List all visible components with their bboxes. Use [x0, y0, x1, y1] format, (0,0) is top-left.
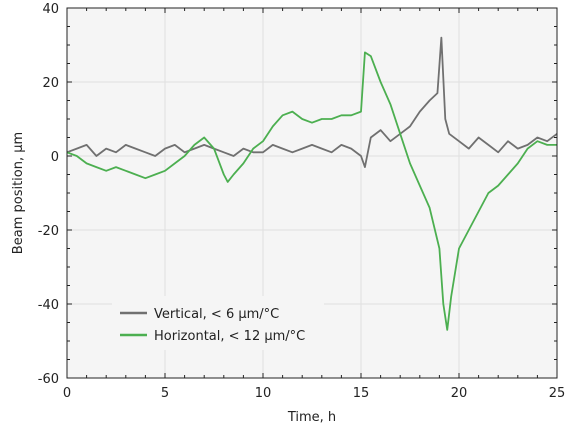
y-tick-label: 0: [51, 150, 59, 165]
series-vertical-line: [66, 36, 558, 168]
y-tick-label: -20: [38, 224, 59, 239]
series-horizontal-line: [66, 51, 557, 331]
y-tick-label: -60: [38, 372, 59, 387]
x-axis-label: Time, h: [287, 410, 336, 425]
legend-label-horizontal: Horizontal, < 12 µm/°C: [154, 329, 305, 344]
x-tick-label: 10: [255, 386, 272, 401]
y-tick-label: 20: [42, 76, 59, 91]
legend-box: [112, 296, 324, 350]
legend-label-vertical: Vertical, < 6 µm/°C: [154, 307, 279, 322]
y-tick-label: -40: [38, 298, 59, 313]
series-layer: [66, 36, 558, 331]
x-tick-label: 5: [161, 386, 169, 401]
ticks: 0 5 10 15 20 25 -60 -40 -20 0 20 40: [38, 2, 566, 401]
y-axis-label: Beam position, µm: [11, 132, 26, 254]
x-tick-label: 25: [549, 386, 566, 401]
x-tick-label: 15: [353, 386, 370, 401]
legend: Vertical, < 6 µm/°C Horizontal, < 12 µm/…: [112, 296, 324, 350]
y-tick-label: 40: [42, 2, 59, 17]
x-tick-label: 20: [451, 386, 468, 401]
x-tick-label: 0: [63, 386, 71, 401]
